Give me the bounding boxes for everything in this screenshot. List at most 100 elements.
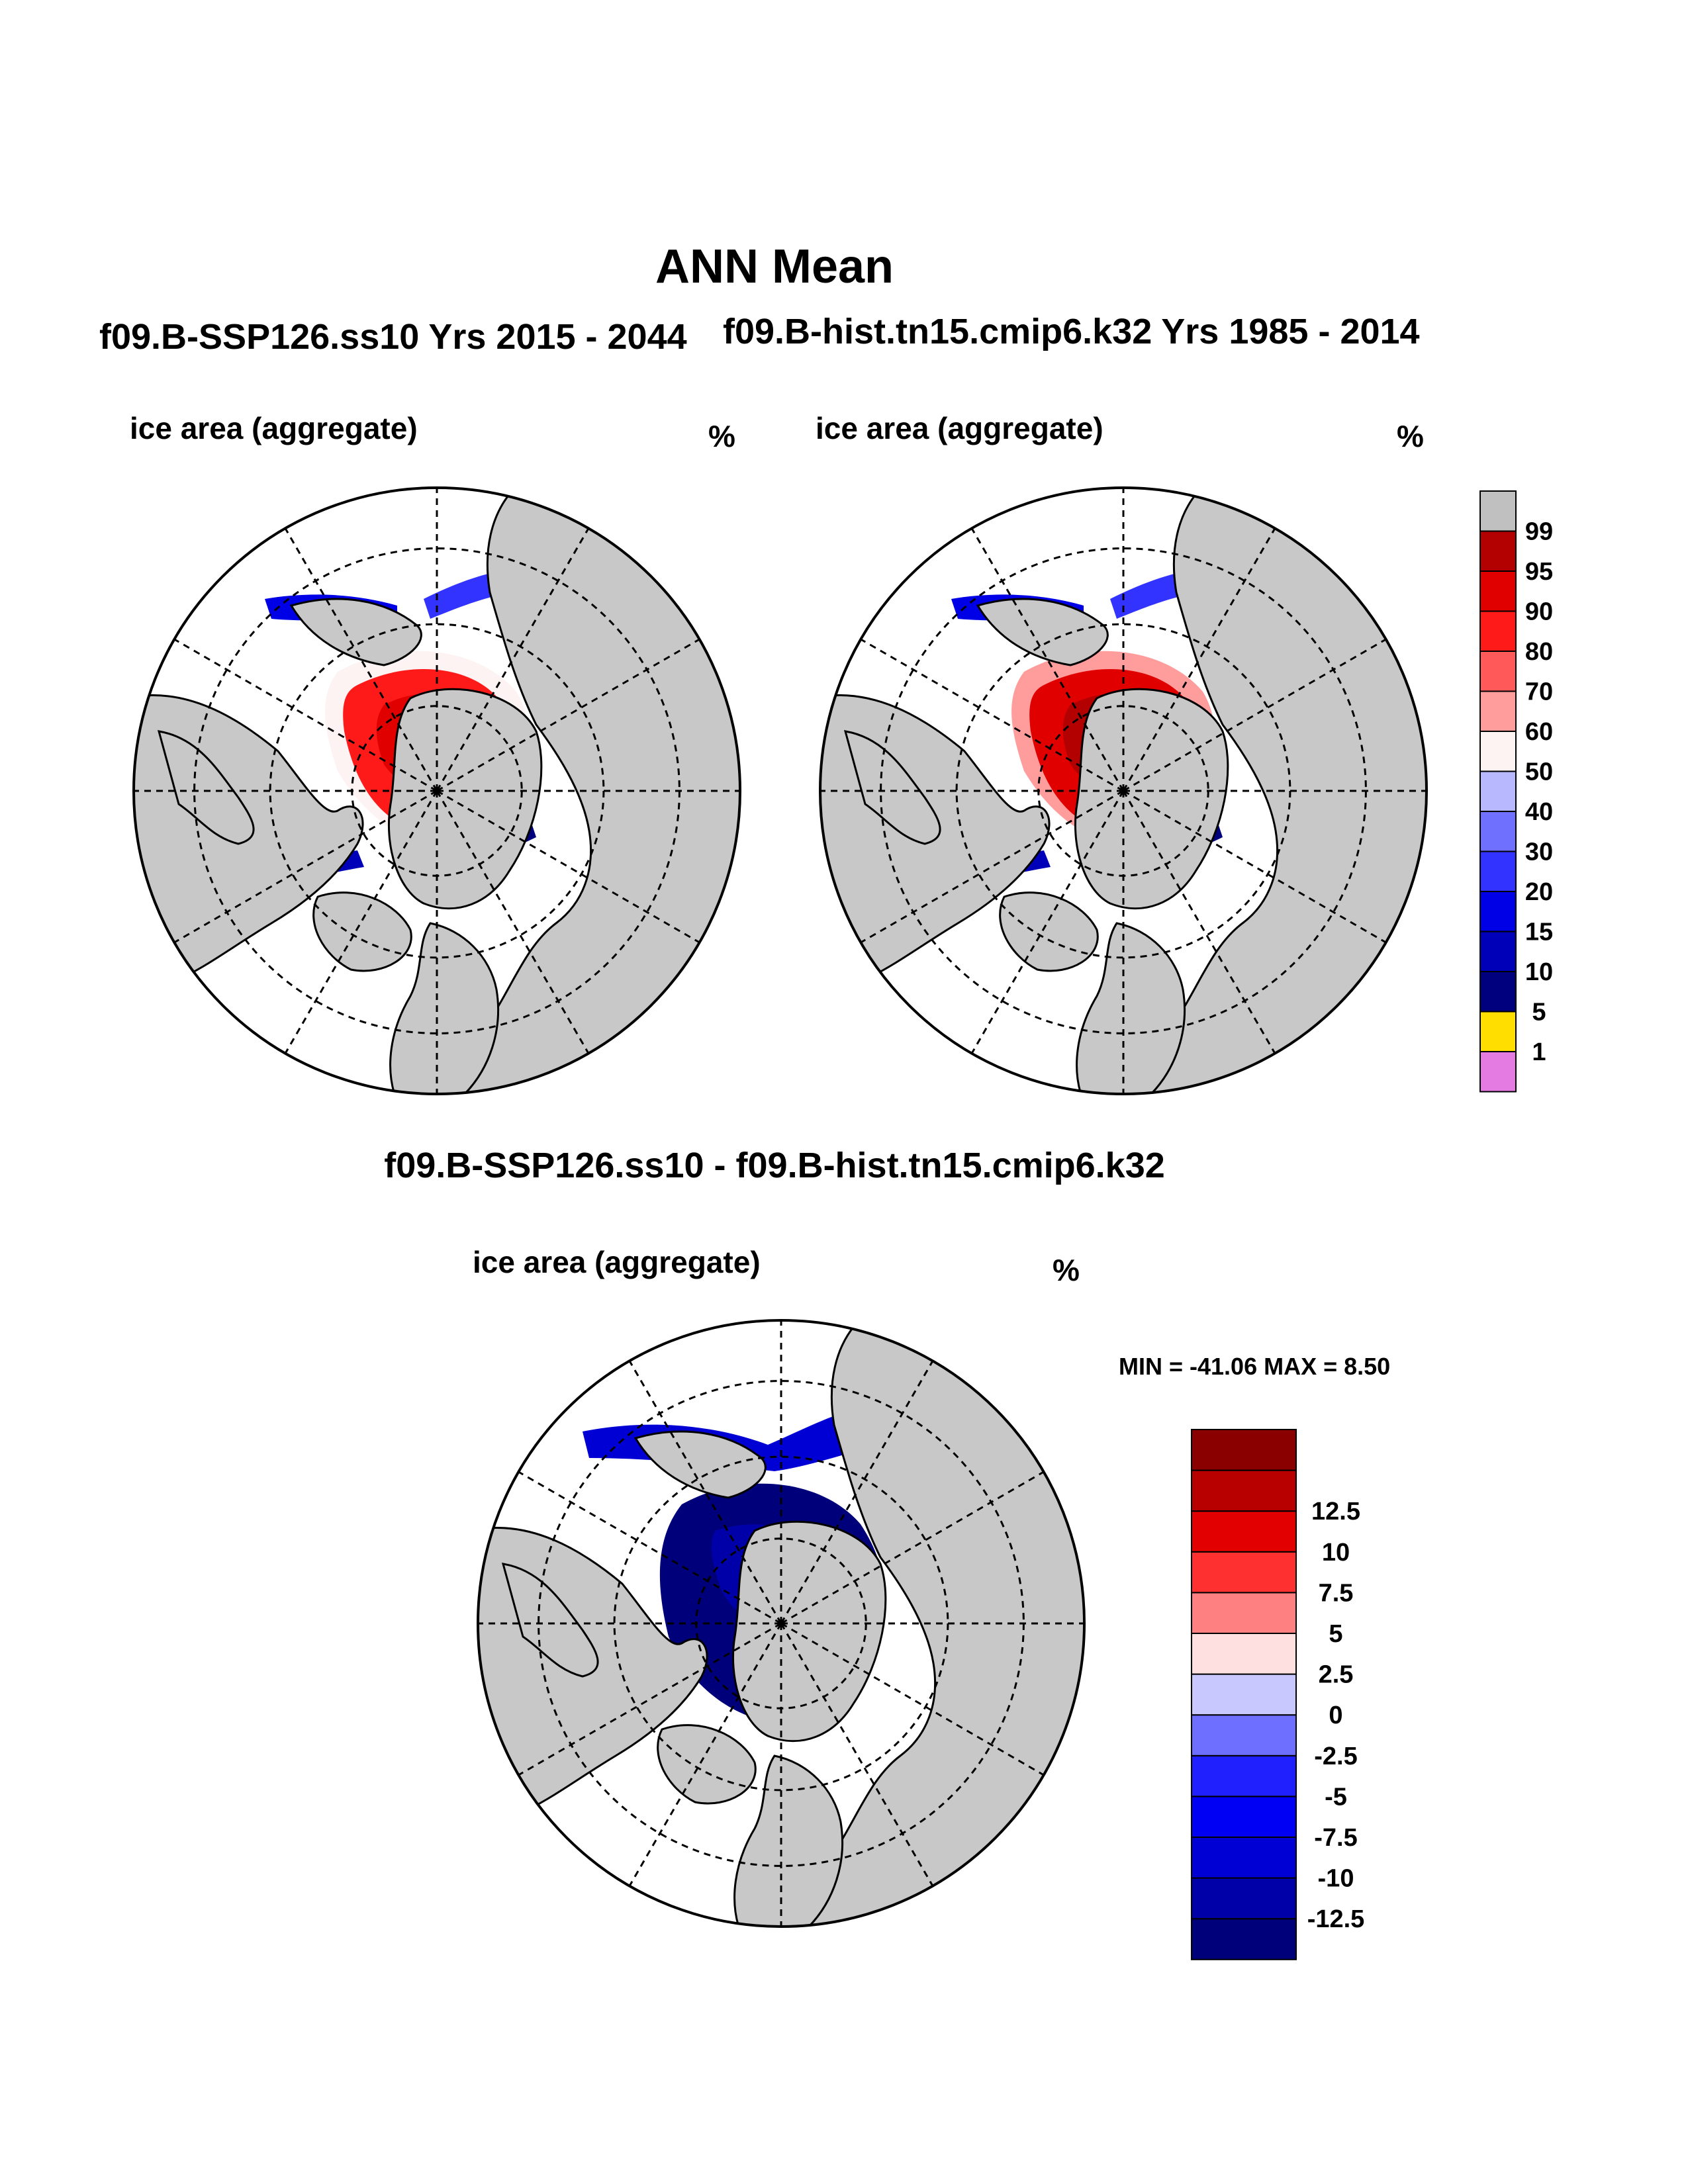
colorbar-swatch — [1479, 1011, 1517, 1052]
land-mass — [732, 1520, 887, 1743]
meridian-gridline — [970, 527, 1125, 792]
colorbar-tick-label: 95 — [1525, 558, 1553, 586]
meridian-gridline — [436, 790, 590, 1054]
meridian-gridline — [780, 1360, 934, 1624]
case1-polar-map — [132, 486, 741, 1095]
difference-title: f09.B-SSP126.ss10 - f09.B-hist.tn15.cmip… — [384, 1146, 1165, 1185]
meridian-gridline — [628, 1623, 782, 1887]
colorbar-swatch — [1191, 1796, 1297, 1838]
colorbar-swatch — [1191, 1754, 1297, 1797]
land-mass — [157, 730, 255, 845]
map-field — [134, 488, 740, 1094]
land-mass — [633, 1430, 767, 1499]
case2-variable-label: ice area (aggregate) — [816, 411, 1103, 445]
colorbar-swatch — [1479, 1051, 1517, 1093]
land-mass — [843, 730, 941, 845]
colorbar-swatch — [1479, 971, 1517, 1013]
colorbar-swatch — [1191, 1551, 1297, 1594]
meridian-gridline — [173, 638, 438, 792]
land-mass — [976, 598, 1109, 666]
colorbar-swatch — [1191, 1714, 1297, 1756]
meridian-gridline — [860, 790, 1124, 944]
colorbar-tick-label: 80 — [1525, 638, 1553, 666]
case2-title: f09.B-hist.tn15.cmip6.k32 Yrs 1985 - 201… — [723, 312, 1420, 351]
colorbar-tick-label: 5 — [1532, 999, 1546, 1026]
colorbar-tick-label: 20 — [1525, 878, 1553, 906]
colorbar-tick-label: 0 — [1329, 1702, 1342, 1729]
colorbar-tick-label: 2.5 — [1319, 1661, 1354, 1689]
meridian-gridline — [970, 790, 1125, 1054]
colorbar-swatch — [1479, 490, 1517, 532]
colorbar-tick-label: 10 — [1322, 1539, 1350, 1567]
colorbar-swatch — [1479, 731, 1517, 772]
colorbar-swatch — [1479, 770, 1517, 812]
parallel-gridline — [613, 1455, 949, 1792]
land-mass — [733, 1754, 843, 1927]
colorbar-tick-label: -2.5 — [1314, 1743, 1357, 1770]
meridian-gridline — [1123, 638, 1387, 792]
meridian-gridline — [436, 638, 700, 792]
map-boundary — [819, 486, 1428, 1095]
colorbar-tick-label: -12.5 — [1307, 1905, 1365, 1933]
colorbar-swatch — [1191, 1837, 1297, 1879]
parallel-gridline — [351, 705, 523, 877]
land-mass — [389, 922, 499, 1094]
colorbar-tick-label: 10 — [1525, 958, 1553, 986]
colorbar-tick-label: 7.5 — [1319, 1579, 1354, 1607]
meridian-gridline — [436, 527, 590, 792]
colorbar-tick-label: 1 — [1532, 1038, 1546, 1066]
parallel-gridline — [695, 1537, 867, 1709]
land-mass — [501, 1563, 599, 1678]
land-mass — [289, 598, 422, 666]
colorbar-swatch — [1479, 850, 1517, 892]
meridian-gridline — [284, 527, 438, 792]
colorbar-tick-label: 90 — [1525, 598, 1553, 626]
colorbar-swatch — [1191, 1510, 1297, 1553]
map-boundary — [477, 1319, 1086, 1928]
difference-variable-label: ice area (aggregate) — [473, 1245, 761, 1279]
colorbar-tick-label: 99 — [1525, 518, 1553, 546]
colorbar-swatch — [1479, 610, 1517, 652]
meridian-gridline — [518, 1622, 782, 1776]
meridian-gridline — [860, 638, 1124, 792]
parallel-gridline — [193, 547, 680, 1034]
colorbar-swatch — [1479, 811, 1517, 852]
colorbar-tick-label: -10 — [1318, 1865, 1354, 1893]
case1-variable-label: ice area (aggregate) — [130, 411, 418, 445]
difference-polar-map — [477, 1319, 1086, 1928]
case2-polar-map — [819, 486, 1428, 1095]
colorbar-tick-label: -5 — [1325, 1783, 1347, 1811]
parallel-gridline — [269, 623, 605, 959]
land-mass — [388, 688, 543, 910]
colorbar-swatch — [1191, 1592, 1297, 1634]
parallel-gridline — [1037, 705, 1209, 877]
colorbar-swatch — [1479, 570, 1517, 612]
case1-title: f09.B-SSP126.ss10 Yrs 2015 - 2044 — [99, 317, 687, 357]
colorbar-swatch — [1191, 1633, 1297, 1675]
difference-units-label: % — [1053, 1253, 1080, 1287]
meridian-gridline — [518, 1471, 782, 1625]
meridian-gridline — [628, 1360, 782, 1624]
colorbar-tick-label: 40 — [1525, 798, 1553, 826]
meridian-gridline — [780, 1623, 934, 1887]
colorbar-tick-label: 12.5 — [1311, 1498, 1360, 1525]
land-mass — [999, 891, 1099, 972]
meridian-gridline — [173, 790, 438, 944]
difference-colorbar: -12.5 -10 -7.5 -5 -2.5 0 2.5 5 7.5 10 12.5 — [1191, 1429, 1365, 1960]
meridian-gridline — [780, 1471, 1045, 1625]
meridian-gridline — [1122, 527, 1276, 792]
land-mass — [657, 1724, 757, 1805]
meridian-gridline — [284, 790, 438, 1054]
colorbar-tick-label: -7.5 — [1314, 1824, 1357, 1852]
colorbar-tick-label: 60 — [1525, 718, 1553, 746]
land-mass — [312, 891, 412, 972]
meridian-gridline — [1123, 790, 1387, 944]
parallel-gridline — [538, 1380, 1025, 1867]
meridian-gridline — [1122, 790, 1276, 1054]
colorbar-swatch — [1191, 1469, 1297, 1512]
colorbar-tick-label: 15 — [1525, 919, 1553, 946]
land-mass — [1074, 688, 1229, 910]
map-field — [820, 488, 1427, 1094]
